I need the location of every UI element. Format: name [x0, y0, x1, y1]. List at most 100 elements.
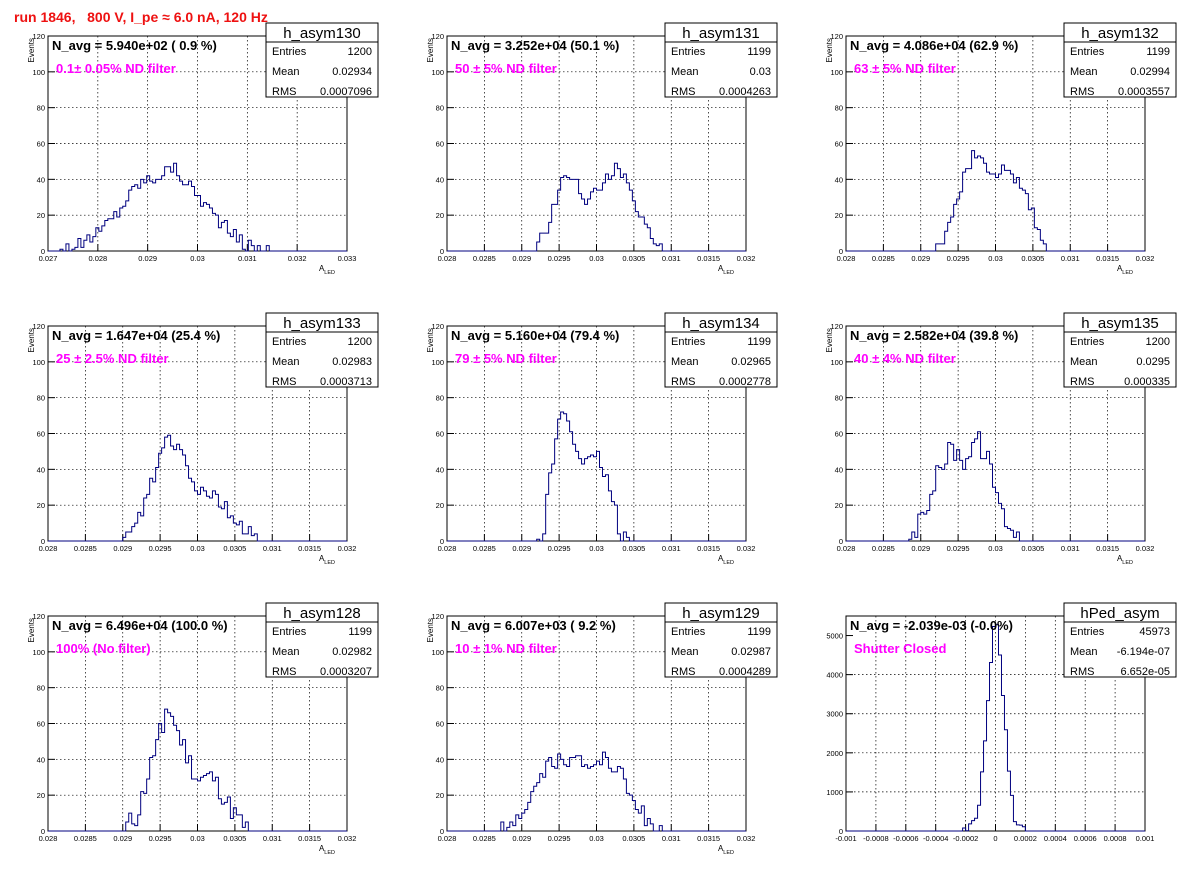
x-tick-label: 0.03 [190, 254, 205, 263]
x-axis-label-subscript: LED [723, 270, 734, 276]
stats-box [1063, 602, 1177, 678]
x-axis-label-subscript: LED [723, 850, 734, 856]
stats-value: 0.0004263 [719, 86, 771, 98]
stats-value: 1200 [1146, 336, 1170, 348]
y-axis-label: Events [27, 38, 36, 62]
x-tick-label: 0.032 [737, 834, 756, 843]
y-axis-label: Events [825, 38, 834, 62]
y-tick-label: 120 [431, 322, 444, 331]
y-tick-label: 80 [835, 394, 843, 403]
x-tick-label: 0.0295 [548, 834, 571, 843]
stats-label: Mean [1070, 66, 1098, 78]
y-axis-label: Events [27, 618, 36, 642]
y-tick-label: 80 [436, 104, 444, 113]
y-tick-label: 0 [839, 827, 843, 836]
stats-label: RMS [671, 376, 695, 388]
stats-title: h_asym135 [1081, 315, 1159, 332]
x-tick-label: 0.031 [662, 834, 681, 843]
stats-value: -6.194e-07 [1117, 646, 1170, 658]
y-tick-label: 120 [830, 322, 843, 331]
stats-label: Entries [671, 336, 706, 348]
x-tick-label: 0.0315 [697, 544, 720, 553]
histogram-line [447, 751, 746, 832]
stats-label: Mean [272, 356, 300, 368]
stats-value: 1200 [348, 46, 372, 58]
x-tick-label: 0.032 [1136, 254, 1155, 263]
hist-panel-h_asym132: 0.028 0.0285 0.029 0.0295 0.03 0.0305 0.031 0.0… [825, 22, 1177, 276]
x-tick-label: 0.031 [1061, 544, 1080, 553]
stats-title: h_asym129 [682, 605, 760, 622]
y-tick-label: 60 [37, 140, 45, 149]
x-tick-label: 0.0315 [697, 254, 720, 263]
stats-box [1063, 22, 1177, 98]
y-tick-label: 80 [436, 394, 444, 403]
x-tick-label: 0.0285 [872, 254, 895, 263]
stats-box [664, 312, 778, 388]
x-tick-label: 0.0008 [1104, 834, 1127, 843]
x-tick-label: 0.03 [190, 544, 205, 553]
x-tick-label: 0.032 [288, 254, 307, 263]
stats-box [265, 312, 379, 388]
x-tick-label: 0.0295 [149, 834, 172, 843]
y-tick-label: 40 [436, 755, 444, 764]
x-tick-label: 0.0305 [223, 544, 246, 553]
y-axis-label: Events [426, 328, 435, 352]
histogram-line [447, 162, 746, 252]
filter-label: 50 ± 5% ND filter [455, 61, 557, 76]
stats-title: h_asym130 [283, 25, 361, 42]
histogram-line [48, 162, 347, 252]
y-tick-label: 60 [835, 140, 843, 149]
y-tick-label: 120 [32, 322, 45, 331]
stats-value: 45973 [1139, 626, 1170, 638]
y-tick-label: 0 [440, 827, 444, 836]
stats-value: 0.0003557 [1118, 86, 1170, 98]
x-tick-label: 0.0285 [473, 544, 496, 553]
x-tick-label: 0.03 [190, 834, 205, 843]
stats-value: 0.000335 [1124, 376, 1170, 388]
y-tick-label: 100 [431, 68, 444, 77]
histogram-line [846, 150, 1145, 252]
x-tick-label: -0.001 [835, 834, 856, 843]
stats-value: 0.03 [750, 66, 771, 78]
n-avg-label: N_avg = 4.086e+04 (62.9 %) [850, 38, 1018, 53]
x-tick-label: 0.028 [39, 544, 58, 553]
x-tick-label: 0.032 [737, 254, 756, 263]
y-axis-label: Events [426, 38, 435, 62]
x-tick-label: 0.028 [438, 834, 457, 843]
y-tick-label: 20 [835, 211, 843, 220]
histogram-line [48, 708, 347, 832]
y-tick-label: 120 [830, 32, 843, 41]
x-tick-label: 0.0315 [1096, 544, 1119, 553]
x-tick-label: 0.0305 [1021, 544, 1044, 553]
stats-value: 1200 [348, 336, 372, 348]
stats-title: h_asym128 [283, 605, 361, 622]
filter-label: 40 ± 4% ND filter [854, 351, 956, 366]
x-tick-label: 0.001 [1136, 834, 1155, 843]
histogram-line [447, 411, 746, 542]
y-tick-label: 60 [37, 720, 45, 729]
x-tick-label: 0.029 [911, 544, 930, 553]
x-tick-label: 0.0004 [1044, 834, 1067, 843]
stats-value: 1199 [747, 626, 771, 638]
x-tick-label: 0.03 [589, 254, 604, 263]
y-tick-label: 80 [835, 104, 843, 113]
x-tick-label: 0.0295 [947, 544, 970, 553]
stats-label: RMS [1070, 666, 1094, 678]
n-avg-label: N_avg = 5.940e+02 ( 0.9 %) [52, 38, 217, 53]
y-tick-label: 100 [830, 68, 843, 77]
stats-label: Mean [671, 356, 699, 368]
stats-title: h_asym131 [682, 25, 760, 42]
x-tick-label: 0.031 [263, 834, 282, 843]
x-tick-label: 0.0305 [622, 544, 645, 553]
filter-label: Shutter Closed [854, 641, 947, 656]
stats-label: Mean [1070, 356, 1098, 368]
x-tick-label: 0.029 [113, 544, 132, 553]
x-tick-label: 0 [993, 834, 997, 843]
x-axis-label-subscript: LED [1122, 560, 1133, 566]
stats-label: Entries [272, 46, 307, 58]
y-tick-label: 0 [41, 537, 45, 546]
y-tick-label: 80 [436, 684, 444, 693]
filter-label: 0.1± 0.05% ND filter [56, 61, 176, 76]
y-tick-label: 120 [431, 32, 444, 41]
